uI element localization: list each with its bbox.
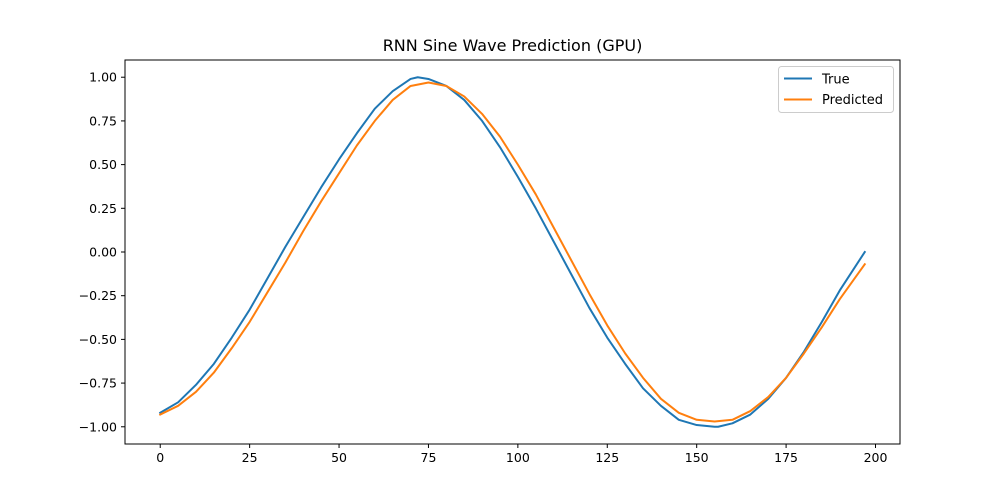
y-axis: −1.00 −0.75 −0.50 −0.25 0.00 0.25 0.50 0.75 1.00: [79, 70, 125, 434]
legend: True Predicted: [778, 66, 894, 113]
x-tick-label: 175: [774, 450, 798, 465]
x-tick-label: 100: [506, 450, 530, 465]
plot-area: [124, 59, 901, 445]
y-tick-label: 0.25: [89, 201, 117, 216]
y-tick-label: 0.75: [89, 113, 117, 128]
y-tick-label: −0.75: [79, 376, 117, 391]
series-line-predicted: [158, 81, 867, 423]
series-line-true: [158, 76, 867, 428]
x-tick-label: 200: [864, 450, 888, 465]
y-tick-label: −0.50: [79, 332, 117, 347]
x-tick-label: 25: [242, 450, 258, 465]
x-tick-label: 125: [595, 450, 619, 465]
y-tick-label: −1.00: [79, 419, 117, 434]
legend-label-true: True: [821, 73, 850, 88]
y-tick-label: −0.25: [79, 288, 117, 303]
x-tick-label: 0: [156, 450, 164, 465]
x-tick-label: 150: [685, 450, 709, 465]
x-tick-label: 50: [331, 450, 347, 465]
y-tick-label: 1.00: [89, 70, 117, 85]
y-tick-label: 0.00: [89, 245, 117, 260]
series-layer: [158, 76, 867, 428]
x-tick-label: 75: [421, 450, 437, 465]
plot-background: [125, 60, 900, 444]
legend-label-predicted: Predicted: [822, 93, 883, 108]
x-axis: 0 25 50 75 100 125 150 175 200: [156, 444, 887, 465]
y-tick-label: 0.50: [89, 157, 117, 172]
chart-title: RNN Sine Wave Prediction (GPU): [383, 36, 643, 55]
